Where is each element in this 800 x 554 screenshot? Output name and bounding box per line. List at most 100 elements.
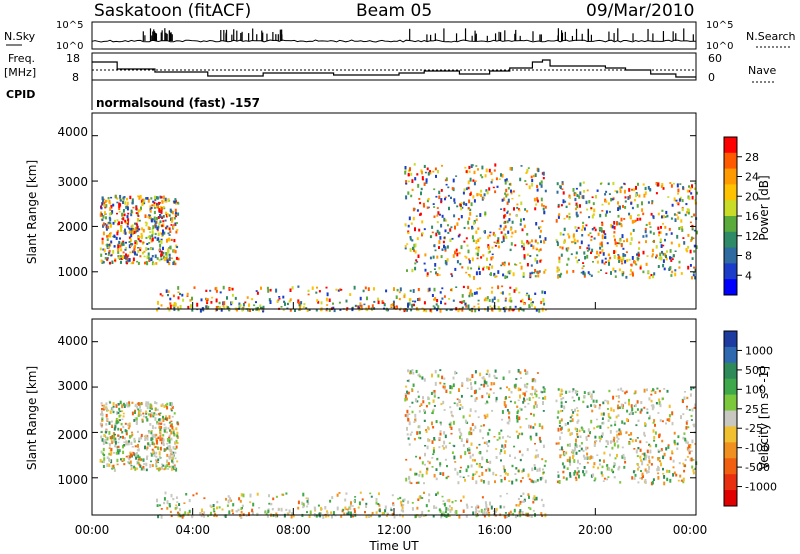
echo-cell bbox=[607, 259, 610, 263]
noise-panel-frame bbox=[91, 21, 697, 50]
echo-cell bbox=[436, 214, 439, 217]
echo-cell bbox=[503, 466, 505, 470]
colorbar-tick-label: 28 bbox=[745, 151, 759, 164]
echo-cell bbox=[677, 188, 680, 193]
echo-cell bbox=[464, 255, 467, 258]
echo-cell bbox=[613, 231, 616, 234]
echo-cell bbox=[671, 421, 674, 426]
echo-cell bbox=[463, 201, 465, 206]
echo-cell bbox=[108, 221, 111, 224]
colorbar-cell bbox=[724, 426, 737, 443]
echo-cell bbox=[123, 441, 126, 444]
echo-cell bbox=[655, 254, 658, 258]
echo-cell bbox=[217, 307, 220, 310]
echo-cell bbox=[542, 298, 545, 302]
echo-cell bbox=[572, 188, 575, 192]
echo-cell bbox=[567, 428, 570, 432]
echo-cell bbox=[298, 308, 301, 311]
echo-cell bbox=[138, 195, 141, 200]
echo-cell bbox=[620, 387, 623, 391]
echo-cell bbox=[118, 255, 121, 258]
echo-cell bbox=[364, 511, 366, 514]
echo-cell bbox=[102, 447, 105, 452]
echo-cell bbox=[492, 510, 495, 512]
echo-cell bbox=[205, 300, 208, 303]
echo-cell bbox=[134, 240, 137, 245]
echo-cell bbox=[620, 403, 623, 408]
echo-cell bbox=[642, 474, 644, 478]
echo-cell bbox=[597, 466, 600, 470]
echo-cell bbox=[169, 208, 172, 212]
echo-cell bbox=[442, 511, 445, 514]
echo-cell bbox=[508, 262, 510, 266]
echo-cell bbox=[533, 272, 536, 274]
echo-cell bbox=[474, 398, 477, 403]
echo-cell bbox=[693, 213, 696, 217]
echo-cell bbox=[125, 432, 128, 436]
echo-cell bbox=[599, 438, 602, 440]
echo-cell bbox=[158, 418, 161, 421]
echo-cell bbox=[621, 271, 624, 275]
echo-cell bbox=[506, 275, 509, 279]
echo-cell bbox=[409, 237, 412, 241]
echo-cell bbox=[429, 308, 432, 312]
echo-cell bbox=[419, 405, 421, 407]
echo-cell bbox=[617, 201, 619, 205]
echo-cell bbox=[444, 179, 447, 182]
echo-cell bbox=[585, 456, 588, 459]
echo-cell bbox=[477, 306, 480, 310]
echo-cell bbox=[493, 272, 496, 277]
echo-cell bbox=[672, 182, 675, 185]
echo-cell bbox=[163, 231, 166, 235]
echo-cell bbox=[518, 194, 521, 197]
echo-cell bbox=[607, 182, 610, 186]
echo-cell bbox=[449, 391, 452, 394]
echo-cell bbox=[588, 247, 591, 251]
echo-cell bbox=[534, 455, 537, 459]
echo-cell bbox=[155, 462, 158, 466]
echo-cell bbox=[424, 463, 426, 466]
colorbar-tick-label: 1000 bbox=[745, 344, 773, 357]
echo-cell bbox=[114, 425, 117, 429]
colorbar-cell bbox=[724, 231, 737, 249]
echo-cell bbox=[628, 188, 631, 192]
echo-cell bbox=[501, 418, 504, 421]
echo-cell bbox=[137, 408, 140, 411]
echo-cell bbox=[440, 200, 443, 204]
echo-cell bbox=[133, 419, 136, 422]
echo-cell bbox=[453, 455, 456, 460]
echo-cell bbox=[173, 306, 176, 309]
echo-cell bbox=[542, 468, 544, 471]
echo-cell bbox=[670, 184, 673, 188]
echo-cell bbox=[429, 271, 432, 273]
cpid-label: CPID bbox=[6, 88, 35, 101]
echo-cell bbox=[173, 239, 176, 243]
echo-cell bbox=[139, 209, 142, 212]
echo-cell bbox=[669, 456, 672, 461]
colorbar-cell bbox=[724, 362, 737, 380]
echo-cell bbox=[442, 503, 445, 505]
echo-cell bbox=[668, 414, 671, 418]
echo-cell bbox=[610, 468, 613, 472]
echo-cell bbox=[437, 396, 440, 399]
echo-cell bbox=[681, 228, 684, 232]
echo-cell bbox=[507, 198, 510, 203]
echo-cell bbox=[284, 302, 286, 306]
echo-cell bbox=[489, 305, 492, 308]
echo-cell bbox=[166, 227, 169, 230]
echo-cell bbox=[122, 200, 124, 204]
echo-cell bbox=[410, 194, 413, 198]
echo-cell bbox=[655, 443, 658, 448]
echo-cell bbox=[117, 244, 120, 249]
echo-cell bbox=[434, 297, 437, 301]
echo-cell bbox=[456, 252, 459, 257]
echo-cell bbox=[462, 509, 465, 513]
echo-cell bbox=[134, 222, 136, 225]
echo-cell bbox=[511, 231, 514, 235]
echo-cell bbox=[161, 225, 164, 227]
echo-cell bbox=[225, 497, 227, 501]
echo-cell bbox=[174, 199, 177, 204]
echo-cell bbox=[663, 452, 666, 457]
echo-cell bbox=[206, 298, 209, 301]
echo-cell bbox=[410, 308, 413, 312]
